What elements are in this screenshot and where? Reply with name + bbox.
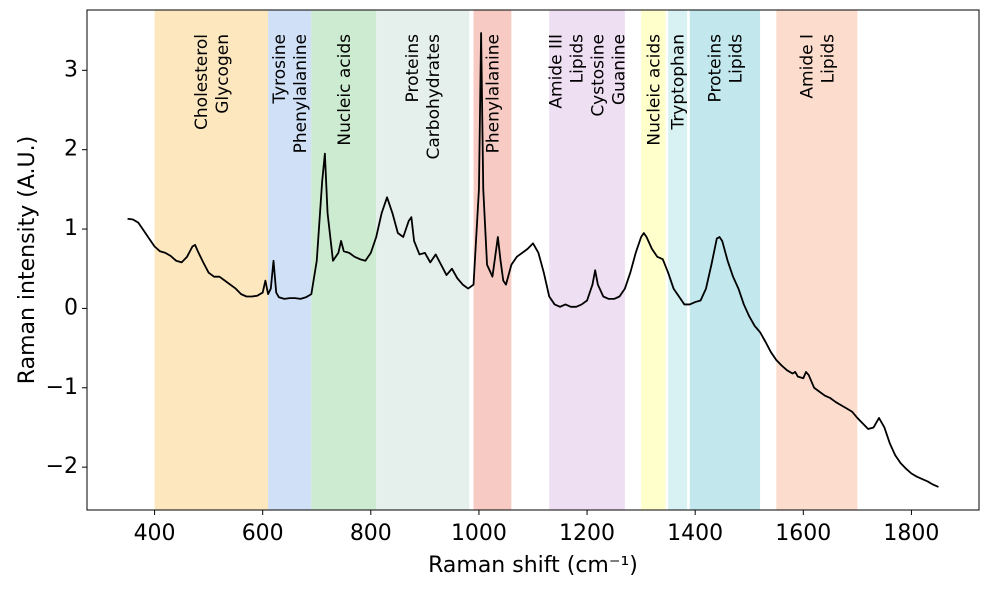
band-label: Lipids [818, 34, 838, 83]
band-label: Proteins [403, 34, 423, 103]
band [549, 10, 625, 510]
band-label: Nucleic acids [644, 34, 664, 146]
band-label: Lipids [726, 34, 746, 83]
band-label: Glycogen [213, 34, 233, 114]
y-tick-label: 2 [64, 137, 78, 162]
x-tick-label: 1000 [451, 521, 507, 546]
band [776, 10, 858, 510]
y-tick-label: 0 [64, 295, 78, 320]
band-label: Phenylalanine [291, 34, 311, 153]
band-label: Amide I [797, 34, 817, 99]
band-label: Proteins [705, 34, 725, 103]
band [268, 10, 312, 510]
band-label: Carbohydrates [424, 34, 444, 160]
x-tick-label: 1200 [559, 521, 615, 546]
x-tick-label: 1800 [883, 521, 939, 546]
lines [127, 32, 939, 488]
band-label: Tryptophan [669, 34, 689, 131]
band-label: Cystosine [589, 34, 609, 117]
y-axis-label: Raman intensity (A.U.) [15, 136, 40, 384]
x-tick-label: 400 [134, 521, 176, 546]
band [668, 10, 688, 510]
ticks: 400 600 800 1000 1200 1400 1600 1800 −2 −1 0 1 2 3 [46, 57, 940, 546]
x-tick-label: 1400 [667, 521, 723, 546]
x-tick-label: 800 [350, 521, 392, 546]
band-label: Nucleic acids [335, 34, 355, 146]
x-tick-label: 1600 [775, 521, 831, 546]
plot-frame [86, 9, 980, 511]
band-label: Phenylalanine [483, 34, 503, 153]
band [154, 10, 269, 510]
y-tick-label: 3 [64, 57, 78, 82]
band [689, 10, 761, 510]
band-label: Guanine [610, 34, 630, 105]
x-axis-label: Raman shift (cm⁻¹) [428, 553, 638, 578]
bands: Cholesterol Glycogen Tyrosine Phenylalanine… [154, 10, 858, 510]
band [376, 10, 470, 510]
y-tick-label: −1 [46, 375, 78, 400]
band-label: Tyrosine [270, 34, 290, 105]
band [641, 10, 666, 510]
x-tick-label: 600 [242, 521, 284, 546]
band-label: Lipids [568, 34, 588, 83]
y-tick-label: −2 [46, 454, 78, 479]
band-label: Amide III [547, 34, 567, 109]
band-label: Cholesterol [192, 34, 212, 130]
y-tick-label: 1 [64, 216, 78, 241]
spectrum-line [127, 32, 939, 488]
